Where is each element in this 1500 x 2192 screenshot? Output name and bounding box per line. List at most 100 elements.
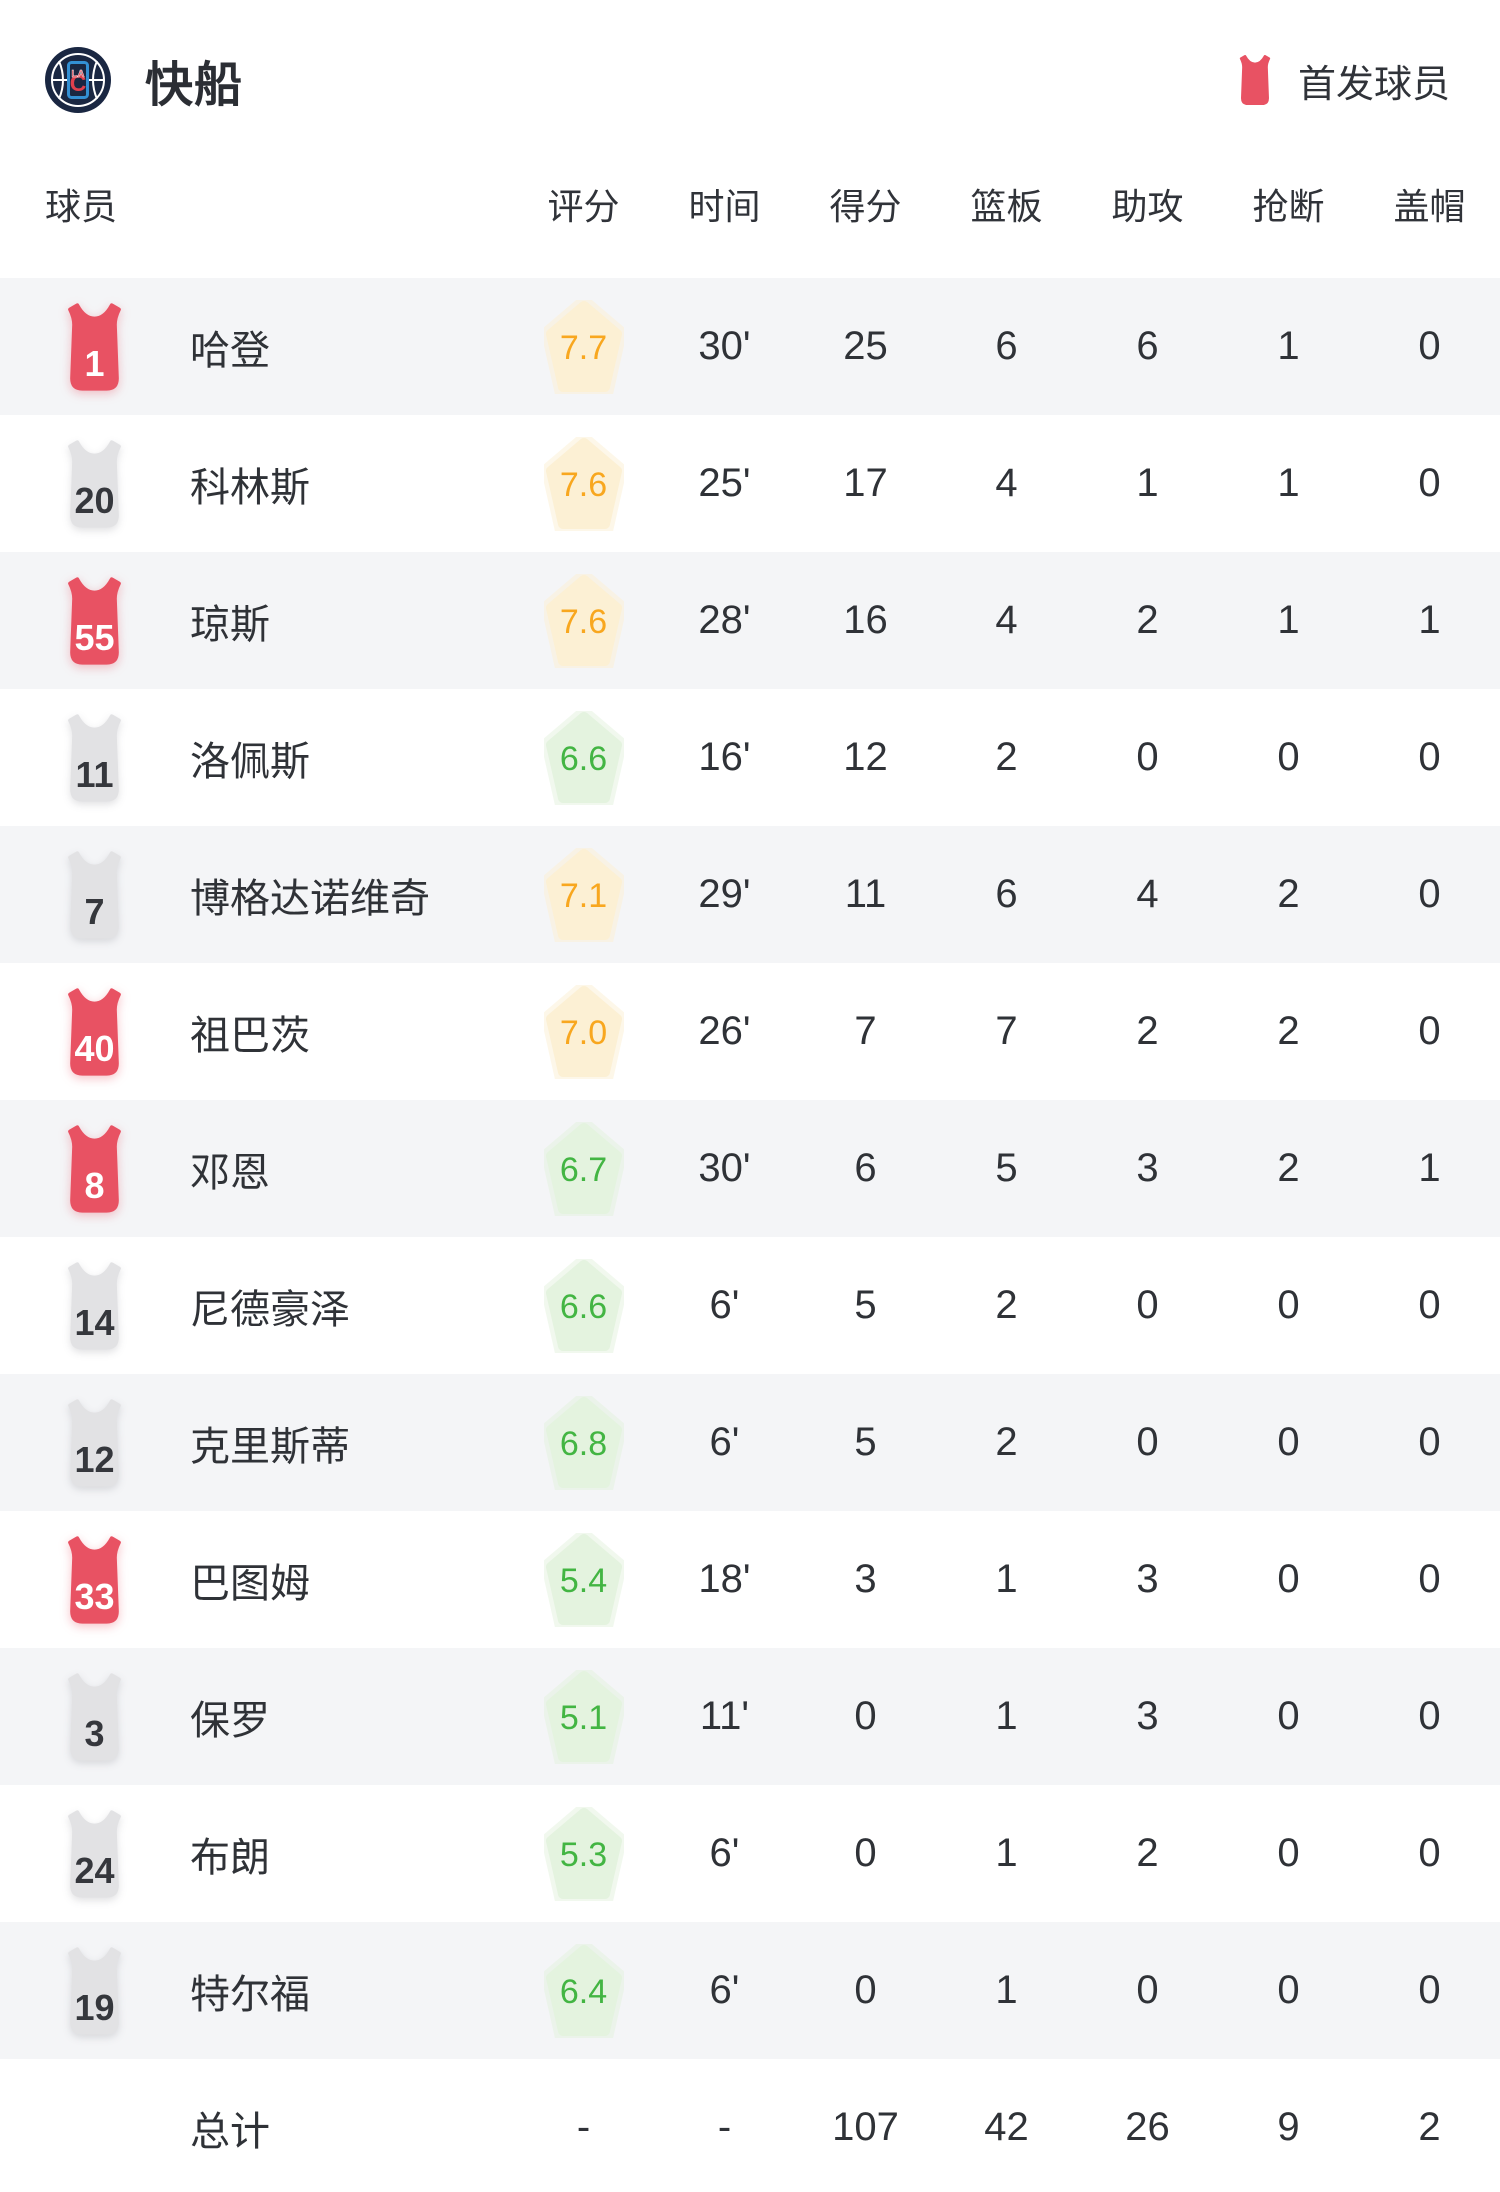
- rating-badge: 6.4: [543, 1943, 624, 2038]
- stat-steals: 2: [1277, 1146, 1300, 1190]
- stat-blocks: 0: [1418, 1694, 1441, 1738]
- total-rebounds: 42: [984, 2105, 1029, 2149]
- total-label: 总计: [190, 2109, 270, 2154]
- stat-assists: 4: [1136, 872, 1159, 916]
- player-row[interactable]: 12 克里斯蒂 6.8 6' 5 2 0 0 0: [0, 1374, 1500, 1511]
- stat-steals: 1: [1277, 461, 1300, 505]
- stat-steals: 0: [1277, 1694, 1300, 1738]
- col-header-time: 时间: [688, 186, 761, 227]
- starter-legend: 首发球员: [1234, 53, 1450, 108]
- stat-assists: 2: [1136, 1009, 1159, 1053]
- jersey-number: 33: [74, 1575, 115, 1617]
- stat-blocks: 0: [1418, 872, 1441, 916]
- stat-time: 6': [709, 1283, 740, 1327]
- rating-value: 6.6: [559, 1287, 608, 1326]
- stat-assists: 0: [1136, 1420, 1159, 1464]
- stat-time: 11': [699, 1694, 750, 1738]
- stat-points: 0: [854, 1968, 877, 2012]
- jersey-number: 7: [84, 890, 105, 932]
- stat-steals: 0: [1277, 1831, 1300, 1875]
- stat-rebounds: 6: [995, 324, 1018, 368]
- rating-value: 5.1: [559, 1698, 608, 1737]
- stat-steals: 1: [1277, 324, 1300, 368]
- player-name: 邓恩: [190, 1150, 270, 1195]
- rating-value: 6.4: [559, 1972, 608, 2011]
- jersey-number: 3: [84, 1712, 105, 1754]
- jersey-icon: 7: [58, 850, 131, 939]
- jersey-number: 8: [84, 1164, 105, 1206]
- rating-badge: 7.6: [543, 573, 624, 668]
- player-row[interactable]: 11 洛佩斯 6.6 16' 12 2 0 0 0: [0, 689, 1500, 826]
- player-row[interactable]: 14 尼德豪泽 6.6 6' 5 2 0 0 0: [0, 1237, 1500, 1374]
- player-row[interactable]: 33 巴图姆 5.4 18' 3 1 3 0 0: [0, 1511, 1500, 1648]
- jersey-icon: 33: [58, 1535, 131, 1624]
- stat-points: 12: [843, 735, 888, 779]
- stat-points: 17: [843, 461, 888, 505]
- stat-time: 6': [709, 1831, 740, 1875]
- stat-blocks: 1: [1418, 1146, 1441, 1190]
- stat-steals: 0: [1277, 1283, 1300, 1327]
- jersey-icon: 1: [58, 302, 131, 391]
- player-row[interactable]: 8 邓恩 6.7 30' 6 5 3 2 1: [0, 1100, 1500, 1237]
- stat-points: 3: [854, 1557, 877, 1601]
- jersey-icon: 14: [58, 1261, 131, 1350]
- stat-assists: 6: [1136, 324, 1159, 368]
- jersey-number: 40: [74, 1027, 115, 1069]
- stat-assists: 0: [1136, 1283, 1159, 1327]
- stat-blocks: 1: [1418, 598, 1441, 642]
- player-name: 祖巴茨: [190, 1013, 310, 1058]
- stat-steals: 2: [1277, 1009, 1300, 1053]
- player-row[interactable]: 3 保罗 5.1 11' 0 1 3 0 0: [0, 1648, 1500, 1785]
- jersey-number: 14: [74, 1301, 115, 1343]
- stat-rebounds: 5: [995, 1146, 1018, 1190]
- stat-steals: 2: [1277, 872, 1300, 916]
- rating-badge: 6.6: [543, 1258, 624, 1353]
- stat-steals: 1: [1277, 598, 1300, 642]
- svg-text:C: C: [70, 70, 87, 96]
- stat-rebounds: 1: [995, 1831, 1018, 1875]
- col-header-assists: 助攻: [1111, 186, 1184, 227]
- rating-badge: 7.0: [543, 984, 624, 1079]
- total-row: 总计 - - 107 42 26 9 2: [0, 2059, 1500, 2192]
- stat-blocks: 0: [1418, 324, 1441, 368]
- jersey-icon: 8: [58, 1124, 131, 1213]
- total-steals: 9: [1277, 2105, 1300, 2149]
- stat-steals: 0: [1277, 1557, 1300, 1601]
- player-name: 琼斯: [190, 602, 270, 647]
- stat-points: 16: [843, 598, 888, 642]
- player-name: 尼德豪泽: [190, 1287, 350, 1332]
- player-row[interactable]: 19 特尔福 6.4 6' 0 1 0 0 0: [0, 1922, 1500, 2059]
- player-row[interactable]: 55 琼斯 7.6 28' 16 4 2 1 1: [0, 552, 1500, 689]
- col-header-rating: 评分: [547, 186, 620, 227]
- stat-time: 30': [698, 1146, 751, 1190]
- stat-rebounds: 4: [995, 598, 1018, 642]
- stat-time: 29': [698, 872, 751, 916]
- stat-rebounds: 7: [995, 1009, 1018, 1053]
- player-row[interactable]: 1 哈登 7.7 30' 25 6 6 1 0: [0, 278, 1500, 415]
- player-name: 特尔福: [190, 1972, 310, 2017]
- rating-value: 6.6: [559, 739, 608, 778]
- rating-badge: 5.4: [543, 1532, 624, 1627]
- player-row[interactable]: 40 祖巴茨 7.0 26' 7 7 2 2 0: [0, 963, 1500, 1100]
- rating-value: 6.8: [559, 1424, 608, 1463]
- jersey-number: 20: [74, 479, 115, 521]
- player-row[interactable]: 7 博格达诺维奇 7.1 29' 11 6 4 2 0: [0, 826, 1500, 963]
- col-header-blocks: 盖帽: [1393, 186, 1466, 227]
- stat-assists: 2: [1136, 598, 1159, 642]
- rating-badge: 7.1: [543, 847, 624, 942]
- team-logo-icon: C LA: [45, 47, 111, 113]
- jersey-number: 55: [74, 616, 115, 658]
- stat-assists: 0: [1136, 1968, 1159, 2012]
- stat-rebounds: 1: [995, 1694, 1018, 1738]
- stat-blocks: 0: [1418, 1283, 1441, 1327]
- jersey-number: 1: [84, 342, 105, 384]
- starter-jersey-icon: [1234, 55, 1276, 106]
- stat-time: 6': [709, 1968, 740, 2012]
- stat-points: 5: [854, 1420, 877, 1464]
- player-row[interactable]: 20 科林斯 7.6 25' 17 4 1 1 0: [0, 415, 1500, 552]
- player-name: 保罗: [190, 1698, 270, 1743]
- player-row[interactable]: 24 布朗 5.3 6' 0 1 2 0 0: [0, 1785, 1500, 1922]
- rating-badge: 7.7: [543, 299, 624, 394]
- table-body: 1 哈登 7.7 30' 25 6 6 1 0: [0, 278, 1500, 2059]
- stat-assists: 2: [1136, 1831, 1159, 1875]
